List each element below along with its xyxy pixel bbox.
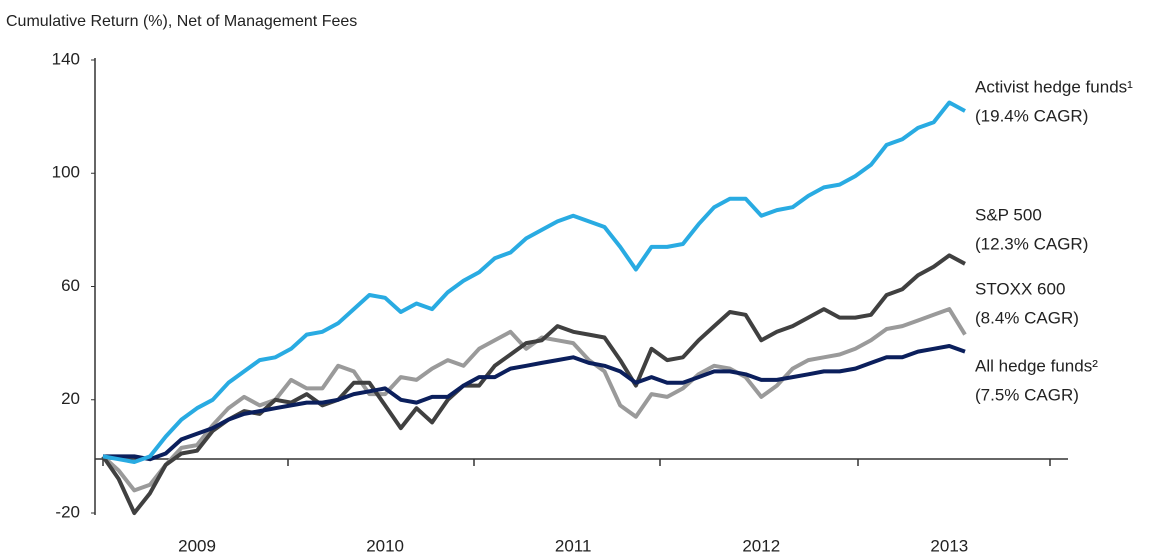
x-tick-label: 2011 bbox=[555, 536, 592, 555]
legend-label: Activist hedge funds¹ bbox=[975, 77, 1133, 96]
legend-note: (7.5% CAGR) bbox=[975, 385, 1079, 404]
legend-note: (12.3% CAGR) bbox=[975, 234, 1088, 253]
y-tick-label: 60 bbox=[61, 276, 80, 295]
series-line bbox=[102, 100, 966, 464]
x-tick-label: 2012 bbox=[742, 536, 780, 555]
x-tick-label: 2013 bbox=[930, 536, 968, 555]
series-line bbox=[103, 344, 966, 462]
legend-note: (19.4% CAGR) bbox=[975, 106, 1088, 125]
legend-label: S&P 500 bbox=[975, 205, 1042, 224]
x-tick-label: 2009 bbox=[178, 536, 216, 555]
x-axis-ticks bbox=[102, 459, 1051, 466]
chart-title: Cumulative Return (%), Net of Management… bbox=[6, 13, 357, 30]
legend-label: STOXX 600 bbox=[975, 279, 1065, 298]
y-tick-label: 20 bbox=[61, 389, 80, 408]
series-line bbox=[101, 253, 966, 515]
series-line bbox=[101, 307, 967, 493]
x-tick-label: 2010 bbox=[366, 536, 404, 555]
y-tick-label: -20 bbox=[55, 502, 80, 521]
y-tick-label: 140 bbox=[52, 49, 80, 68]
legend-label: All hedge funds² bbox=[975, 356, 1098, 375]
y-tick-label: 100 bbox=[52, 163, 80, 182]
legend-note: (8.4% CAGR) bbox=[975, 308, 1079, 327]
